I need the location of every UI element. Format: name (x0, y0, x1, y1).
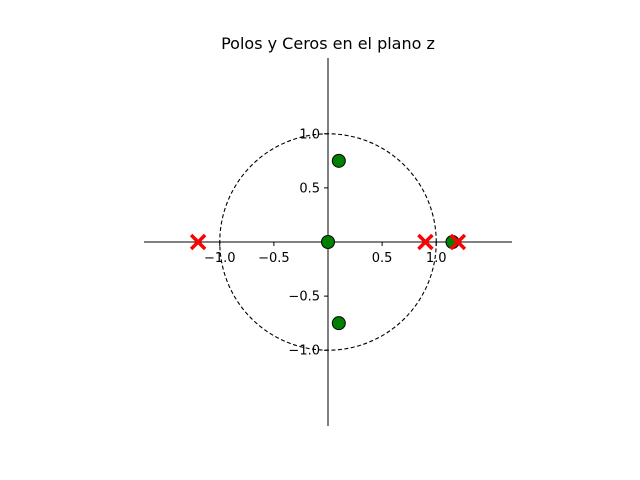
poles-series (189, 233, 467, 251)
zero-marker (331, 153, 346, 168)
zero-marker (331, 316, 346, 331)
y-tick-label: −0.5 (288, 290, 320, 305)
y-tick-label: 0.5 (299, 181, 320, 196)
zero-marker (321, 235, 335, 249)
y-tick-label: −1.0 (288, 344, 320, 359)
pole-marker (417, 233, 434, 251)
x-tick-label: 1.0 (426, 251, 447, 266)
zeros-series (321, 153, 460, 331)
y-tick-label: 1.0 (299, 127, 320, 142)
pole-marker (189, 233, 207, 251)
x-tick-label: −1.0 (204, 251, 236, 266)
x-tick-label: −0.5 (258, 251, 290, 266)
tick-labels: −1.0 −0.5 0.5 1.0 1.0 0.5 −0.5 −1.0 (204, 127, 447, 358)
chart-title: Polos y Ceros en el plano z (221, 34, 435, 53)
pole-marker (449, 233, 467, 251)
x-tick-label: 0.5 (372, 251, 393, 266)
